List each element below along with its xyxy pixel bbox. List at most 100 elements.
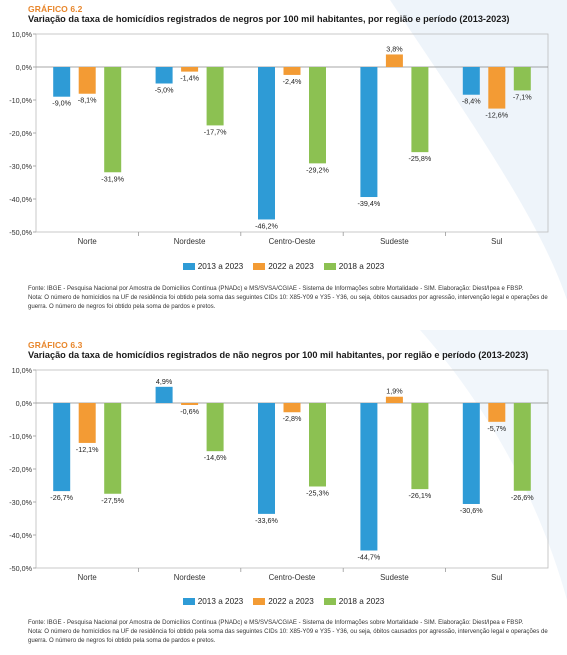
chart-source-note: Fonte: IBGE - Pesquisa Nacional por Amos… bbox=[28, 284, 548, 311]
legend-item-2018: 2018 a 2023 bbox=[323, 597, 385, 606]
y-tick-label: 0,0% bbox=[16, 399, 33, 408]
data-label: -25,3% bbox=[306, 488, 329, 497]
x-category-label: Sudeste bbox=[380, 573, 409, 582]
data-label: 4,9% bbox=[156, 377, 173, 386]
chart-source-note: Fonte: IBGE - Pesquisa Nacional por Amos… bbox=[28, 618, 548, 645]
bar-2022-sul bbox=[488, 67, 506, 109]
data-label: -46,2% bbox=[255, 221, 278, 230]
bar-chart-nao-negros: 10,0% 0,0% -10,0% -20,0% -30,0% -40,0% -50,0% -… bbox=[9, 366, 549, 582]
bar-2018-nordeste bbox=[206, 403, 224, 452]
y-tick-label: 10,0% bbox=[12, 366, 33, 375]
x-category-label: Norte bbox=[78, 237, 97, 246]
y-tick-label: 0,0% bbox=[16, 63, 33, 72]
bar-2022-nordeste bbox=[181, 403, 199, 405]
data-label: -8,1% bbox=[78, 96, 97, 105]
data-label: -5,7% bbox=[487, 424, 506, 433]
legend-label: 2022 a 2023 bbox=[268, 262, 314, 271]
bar-2013-sul bbox=[462, 403, 480, 504]
x-category-label: Sudeste bbox=[380, 237, 409, 246]
y-tick-label: -10,0% bbox=[9, 432, 32, 441]
bar-2013-sul bbox=[462, 67, 480, 95]
data-label: -7,1% bbox=[513, 92, 532, 101]
data-label: -25,8% bbox=[409, 154, 432, 163]
bar-2022-sudeste bbox=[385, 396, 403, 403]
bar-2022-sul bbox=[488, 403, 506, 422]
x-category-label: Sul bbox=[491, 573, 503, 582]
bar-2018-centro-oeste bbox=[309, 403, 326, 487]
x-category-label: Centro-Oeste bbox=[269, 237, 316, 246]
bar-2022-nordeste bbox=[181, 67, 199, 72]
legend-swatch bbox=[182, 263, 195, 270]
data-label: -8,4% bbox=[462, 97, 481, 106]
bar-2022-norte bbox=[78, 403, 96, 443]
legend-item-2022: 2022 a 2023 bbox=[253, 262, 314, 271]
data-label: -9,0% bbox=[52, 99, 71, 108]
legend-swatch bbox=[323, 598, 336, 605]
y-tick-label: -50,0% bbox=[9, 228, 32, 237]
bar-2013-norte bbox=[53, 67, 71, 97]
legend-label: 2018 a 2023 bbox=[338, 597, 385, 606]
bar-2018-norte bbox=[104, 67, 122, 173]
data-label: -1,4% bbox=[180, 74, 199, 83]
legend-label: 2022 a 2023 bbox=[268, 597, 314, 606]
y-tick-label: -40,0% bbox=[9, 195, 32, 204]
data-label: -5,0% bbox=[155, 86, 174, 95]
bar-2013-norte bbox=[53, 403, 71, 492]
bar-2022-norte bbox=[78, 67, 96, 94]
data-label: -39,4% bbox=[358, 199, 381, 208]
legend-item-2013: 2013 a 2023 bbox=[182, 597, 244, 606]
y-tick-label: -20,0% bbox=[9, 129, 32, 138]
data-label: -30,6% bbox=[460, 506, 483, 515]
chart-number-label: GRÁFICO 6.2 bbox=[28, 4, 83, 14]
bar-2018-sul bbox=[513, 67, 531, 91]
data-label: -12,1% bbox=[76, 445, 99, 454]
bar-2018-nordeste bbox=[206, 67, 224, 126]
chart-legend: 2013 a 2023 2022 a 2023 2018 a 2023 bbox=[0, 262, 567, 271]
legend-item-2018: 2018 a 2023 bbox=[323, 262, 385, 271]
y-tick-label: 10,0% bbox=[12, 30, 33, 39]
legend-label: 2018 a 2023 bbox=[338, 262, 385, 271]
data-label: -29,2% bbox=[306, 165, 329, 174]
legend-label: 2013 a 2023 bbox=[197, 262, 244, 271]
data-label: -33,6% bbox=[255, 516, 278, 525]
data-label: -27,5% bbox=[101, 496, 124, 505]
bar-2013-nordeste bbox=[155, 386, 173, 403]
bar-2018-centro-oeste bbox=[309, 67, 326, 164]
bar-2013-sudeste bbox=[360, 67, 378, 198]
bar-2018-sudeste bbox=[411, 67, 429, 153]
legend-swatch bbox=[323, 263, 336, 270]
bar-2022-centro-oeste bbox=[283, 403, 301, 413]
data-label: -26,1% bbox=[409, 491, 432, 500]
chart-legend: 2013 a 2023 2022 a 2023 2018 a 2023 bbox=[0, 597, 567, 606]
data-label: -14,6% bbox=[204, 453, 227, 462]
bar-2018-sudeste bbox=[411, 403, 429, 490]
y-tick-label: -30,0% bbox=[9, 498, 32, 507]
bar-2013-sudeste bbox=[360, 403, 378, 551]
legend-item-2022: 2022 a 2023 bbox=[253, 597, 314, 606]
legend-item-2013: 2013 a 2023 bbox=[182, 262, 244, 271]
chart-number-label: GRÁFICO 6.3 bbox=[28, 340, 83, 350]
chart-title: Variação da taxa de homicídios registrad… bbox=[28, 14, 510, 24]
x-category-label: Nordeste bbox=[174, 573, 206, 582]
data-label: -26,7% bbox=[50, 493, 73, 502]
source-text: Fonte: IBGE - Pesquisa Nacional por Amos… bbox=[28, 285, 524, 292]
chart-title: Variação da taxa de homicídios registrad… bbox=[28, 350, 529, 360]
x-category-label: Nordeste bbox=[174, 237, 206, 246]
legend-swatch bbox=[253, 598, 266, 605]
bar-2022-sudeste bbox=[385, 54, 403, 67]
bar-chart-negros: 10,0% 0,0% -10,0% -20,0% -30,0% -40,0% -50,0% -… bbox=[9, 30, 549, 246]
bar-2018-norte bbox=[104, 403, 122, 494]
note-text: Nota: O número de homicídios na UF de re… bbox=[28, 294, 548, 310]
data-label: 3,8% bbox=[386, 44, 403, 53]
bar-2013-nordeste bbox=[155, 67, 173, 84]
data-label: -44,7% bbox=[358, 553, 381, 562]
data-label: -31,9% bbox=[101, 174, 124, 183]
y-tick-label: -40,0% bbox=[9, 531, 32, 540]
x-category-label: Centro-Oeste bbox=[269, 573, 316, 582]
source-text: Fonte: IBGE - Pesquisa Nacional por Amos… bbox=[28, 619, 524, 626]
bar-2022-centro-oeste bbox=[283, 67, 301, 75]
bar-2013-centro-oeste bbox=[258, 67, 275, 220]
legend-label: 2013 a 2023 bbox=[197, 597, 244, 606]
bar-2018-sul bbox=[513, 403, 531, 491]
data-label: -12,6% bbox=[485, 111, 508, 120]
